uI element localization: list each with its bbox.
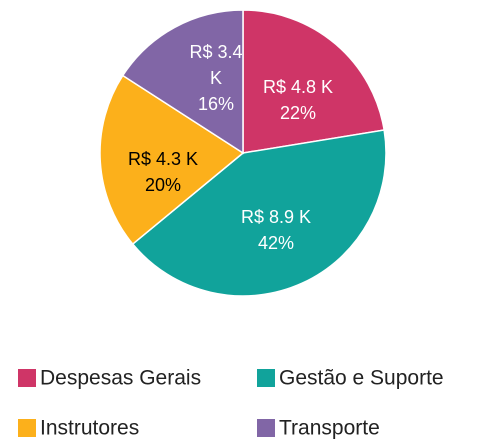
legend-label: Transporte: [279, 417, 380, 439]
legend-swatch: [257, 369, 275, 387]
legend-label: Gestão e Suporte: [279, 367, 444, 390]
legend-swatch: [18, 369, 36, 387]
value-label: R$ 4.8 K: [262, 77, 334, 97]
percent-label: 20%: [144, 175, 182, 195]
pie-slice: [242, 9, 386, 154]
data-label: R$ 4.8 K 22%: [248, 68, 348, 132]
pie-slice: [131, 129, 387, 297]
percent-label: 16%: [197, 94, 235, 114]
data-label: R$ 3.4 K 16%: [186, 30, 246, 126]
data-label: R$ 4.3 K 20%: [110, 140, 216, 204]
pie-slice: [99, 74, 245, 246]
value-label: R$ 8.9 K: [240, 207, 312, 227]
legend-label: Instrutores: [40, 417, 139, 439]
value-label: R$ 3.4 K: [189, 42, 243, 88]
legend-swatch: [18, 419, 36, 437]
pie-slice: [121, 9, 244, 155]
data-label: R$ 4.3 K 20%: [110, 140, 216, 204]
percent-label: 22%: [279, 103, 317, 123]
legend-swatch: [257, 419, 275, 437]
data-label: R$ 3.4 K 16%: [186, 30, 246, 126]
data-label: R$ 8.9 K 42%: [216, 198, 336, 262]
data-label: R$ 4.8 K 22%: [248, 68, 348, 132]
percent-label: 42%: [257, 233, 295, 253]
value-label: R$ 4.3 K: [127, 149, 199, 169]
legend-label: Despesas Gerais: [40, 367, 201, 390]
data-label: R$ 8.9 K 42%: [216, 198, 336, 262]
